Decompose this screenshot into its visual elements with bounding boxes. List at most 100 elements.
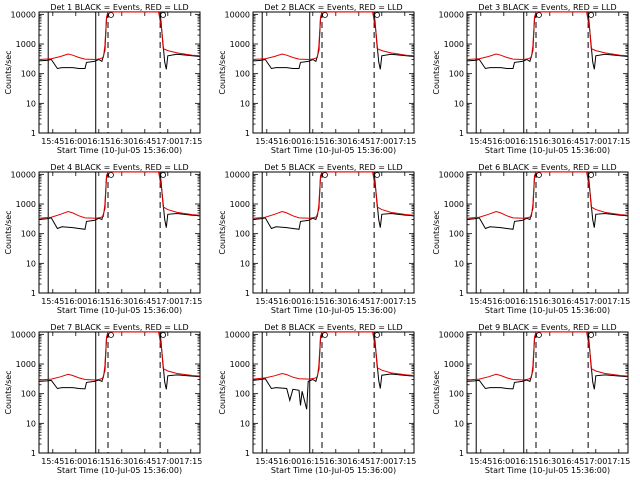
x-tick-label: 15:45 (41, 457, 64, 466)
x-tick-label: 16:00 (64, 457, 87, 466)
circle-marker (108, 172, 114, 178)
y-tick-label: 10 (240, 99, 250, 108)
panel-title: Det 1 BLACK = Events, RED = LLD (50, 3, 188, 12)
y-tick-label: 10 (240, 259, 250, 268)
y-tick-label: 10000 (225, 330, 250, 339)
x-tick-label: 16:30 (110, 297, 133, 306)
y-tick-label: 10 (26, 419, 36, 428)
y-tick-label: 1000 (230, 200, 250, 209)
y-tick-label: 10000 (11, 10, 36, 19)
series-line-events (467, 172, 628, 230)
x-tick-label: 17:15 (393, 457, 416, 466)
plot-frame (38, 331, 201, 454)
circle-marker (374, 172, 381, 178)
x-tick-label: 17:00 (584, 137, 607, 146)
detector-panel: 1 10 100 1000 10000 15:45 16:00 16:15 16:30 16:45… (432, 3, 630, 155)
y-tick-label: 100 (21, 230, 36, 239)
panel-title: Det 2 BLACK = Events, RED = LLD (264, 3, 402, 12)
x-axis-label: Start Time (10-Jul-05 15:36:00) (271, 466, 396, 475)
x-tick-label: 16:45 (347, 297, 370, 306)
detector-panel: 1 10 100 1000 10000 15:45 16:00 16:15 16:30 16:45… (4, 323, 202, 475)
x-tick-label: 16:45 (133, 137, 156, 146)
y-tick-label: 10 (26, 259, 36, 268)
x-tick-label: 16:00 (278, 137, 301, 146)
series-line-events (253, 172, 414, 230)
x-tick-label: 17:00 (584, 457, 607, 466)
y-tick-label: 10000 (11, 330, 36, 339)
x-tick-label: 17:00 (156, 137, 179, 146)
y-tick-label: 100 (235, 70, 250, 79)
x-tick-label: 16:00 (492, 457, 515, 466)
x-tick-label: 16:00 (64, 297, 87, 306)
x-tick-label: 17:15 (179, 297, 202, 306)
series-group (253, 332, 414, 410)
detector-panel: 1 10 100 1000 10000 15:45 16:00 16:15 16:30 16:45… (218, 163, 416, 315)
circle-marker (536, 12, 542, 18)
x-tick-label: 15:45 (41, 137, 64, 146)
y-tick-label: 100 (235, 230, 250, 239)
detector-panel: 1 10 100 1000 10000 15:45 16:00 16:15 16:30 16:45… (218, 3, 416, 155)
series-line-lld (467, 12, 628, 61)
y-tick-label: 10 (454, 259, 464, 268)
series-group (39, 172, 200, 230)
x-tick-label: 16:30 (324, 297, 347, 306)
circle-marker (374, 12, 381, 18)
series-group (253, 172, 414, 230)
series-line-events (253, 332, 414, 410)
circle-marker (322, 12, 328, 18)
x-tick-label: 16:30 (324, 457, 347, 466)
x-tick-label: 16:45 (561, 297, 584, 306)
x-axis-label: Start Time (10-Jul-05 15:36:00) (485, 466, 610, 475)
series-line-events (39, 172, 200, 230)
y-tick-label: 1000 (444, 360, 464, 369)
detector-panel: 1 10 100 1000 10000 15:45 16:00 16:15 16:30 16:45… (4, 163, 202, 315)
x-tick-label: 16:15 (301, 457, 324, 466)
x-tick-label: 16:45 (347, 137, 370, 146)
y-tick-label: 10000 (439, 10, 464, 19)
circle-marker (160, 332, 167, 338)
x-tick-label: 15:45 (255, 297, 278, 306)
y-tick-label: 1 (459, 289, 464, 298)
circle-marker (588, 332, 595, 338)
x-tick-label: 16:15 (515, 137, 538, 146)
circle-marker (536, 172, 542, 178)
panel-title: Det 9 BLACK = Events, RED = LLD (478, 323, 616, 332)
y-tick-label: 10 (454, 419, 464, 428)
x-tick-label: 17:00 (156, 297, 179, 306)
x-tick-label: 17:00 (156, 457, 179, 466)
x-tick-label: 17:00 (370, 137, 393, 146)
y-tick-label: 1 (459, 129, 464, 138)
series-line-events (467, 332, 628, 390)
y-tick-label: 1 (31, 289, 36, 298)
panel-title: Det 4 BLACK = Events, RED = LLD (50, 163, 188, 172)
y-tick-label: 100 (449, 230, 464, 239)
y-tick-label: 1000 (444, 40, 464, 49)
series-line-events (467, 12, 628, 70)
x-tick-label: 17:15 (179, 137, 202, 146)
series-group (39, 332, 200, 390)
y-tick-label: 10 (454, 99, 464, 108)
x-tick-label: 15:45 (469, 457, 492, 466)
series-line-events (39, 332, 200, 390)
y-tick-label: 10000 (11, 170, 36, 179)
x-tick-label: 16:30 (110, 457, 133, 466)
x-tick-label: 15:45 (255, 457, 278, 466)
series-line-events (39, 12, 200, 70)
detector-panel: 1 10 100 1000 10000 15:45 16:00 16:15 16:30 16:45… (4, 3, 202, 155)
x-tick-label: 17:15 (393, 297, 416, 306)
y-tick-label: 1000 (16, 40, 36, 49)
plot-frame (466, 331, 629, 454)
panel-title: Det 7 BLACK = Events, RED = LLD (50, 323, 188, 332)
x-axis-label: Start Time (10-Jul-05 15:36:00) (271, 306, 396, 315)
x-axis-label: Start Time (10-Jul-05 15:36:00) (57, 466, 182, 475)
x-axis-label: Start Time (10-Jul-05 15:36:00) (485, 146, 610, 155)
series-line-lld (39, 172, 200, 219)
circle-marker (588, 172, 595, 178)
y-axis-label: Counts/sec (4, 210, 13, 254)
plot-frame (252, 11, 415, 134)
y-tick-label: 100 (21, 390, 36, 399)
series-group (467, 12, 628, 70)
circle-marker (322, 172, 328, 178)
y-axis-label: Counts/sec (4, 50, 13, 94)
series-line-lld (253, 172, 414, 219)
